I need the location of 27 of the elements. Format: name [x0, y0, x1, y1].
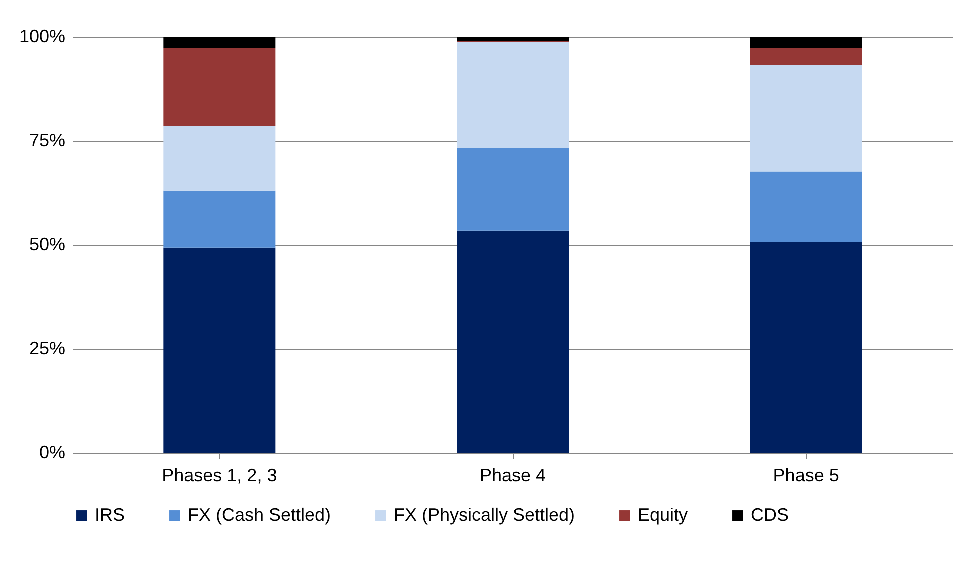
bar [750, 65, 862, 172]
bar [164, 48, 276, 126]
bar [457, 42, 569, 148]
bar [750, 48, 862, 66]
x-tick-label: Phase 5 [773, 466, 840, 486]
legend-label: IRS [95, 505, 126, 525]
bar [750, 37, 862, 48]
bar [164, 248, 276, 453]
bar [164, 37, 276, 48]
bar [164, 126, 276, 191]
bar [457, 230, 569, 453]
bar [750, 242, 862, 453]
y-tick-label: 75% [29, 130, 66, 150]
y-tick-label: 25% [29, 338, 66, 358]
legend-label: CDS [751, 505, 790, 525]
legend-label: FX (Cash Settled) [188, 505, 332, 525]
legend-label: Equity [638, 505, 688, 525]
y-tick-label: 100% [19, 26, 66, 46]
y-tick-label: 0% [39, 442, 66, 462]
legend-label: FX (Physically Settled) [394, 505, 576, 525]
bar [750, 172, 862, 242]
bar [457, 148, 569, 231]
y-tick-label: 50% [29, 234, 66, 254]
x-tick-label: Phase 4 [480, 466, 546, 486]
bar [164, 190, 276, 248]
x-tick-label: Phases 1, 2, 3 [162, 466, 278, 486]
bar [457, 37, 569, 42]
